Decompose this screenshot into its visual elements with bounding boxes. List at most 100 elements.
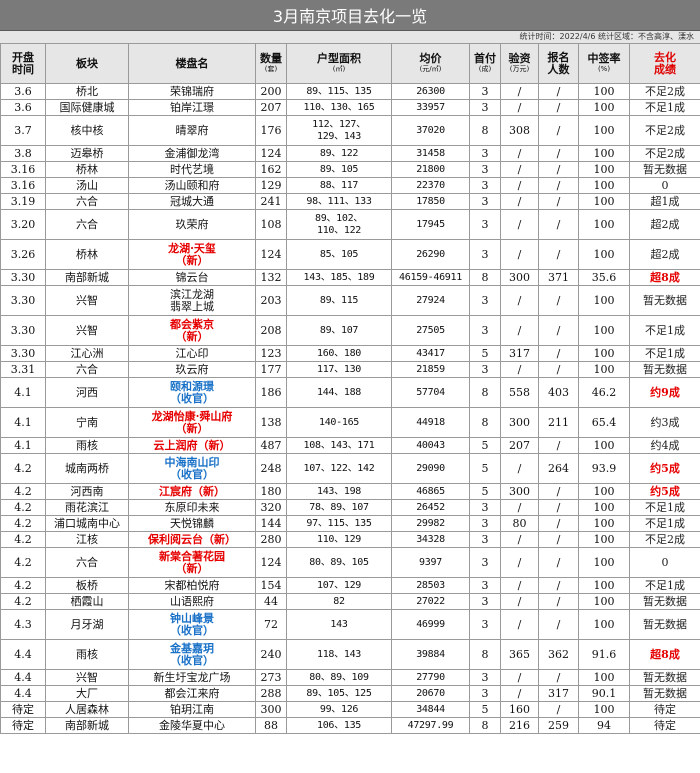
cell-date: 3.16	[0, 177, 46, 194]
cell-applicants: 259	[538, 717, 579, 734]
cell-applicants: /	[538, 285, 579, 316]
cell-down-payment: 8	[469, 407, 501, 438]
cell-date: 4.2	[0, 547, 46, 578]
cell-units: 288	[255, 685, 287, 702]
cell-project-name: 铂岸江璟	[128, 99, 256, 116]
cell-unit-size: 99、126	[286, 701, 392, 718]
cell-sales-result: 待定	[629, 717, 700, 734]
cell-applicants: /	[538, 577, 579, 594]
table-row: 3.19 六合 冠城大通 241 98、111、133 17850 3//100 超1成	[0, 193, 700, 210]
cell-applicants: /	[538, 361, 579, 378]
cell-unit-size: 140-165	[286, 407, 392, 438]
cell-date: 4.4	[0, 685, 46, 702]
cell-down-payment: 5	[469, 483, 501, 500]
cell-win-rate: 100	[578, 499, 630, 516]
cell-project-name: 新生圩宝龙广场	[128, 669, 256, 686]
cell-fund-check: /	[500, 83, 539, 100]
cell-block: 宁南	[45, 407, 129, 438]
cell-unit-size: 80、89、105	[286, 547, 392, 578]
cell-units: 273	[255, 669, 287, 686]
cell-unit-size: 117、130	[286, 361, 392, 378]
cell-project-name: 中海南山印 （收官）	[128, 453, 256, 484]
table-header-row: 开盘 时间 板块 楼盘名 数量 (套) 户型面积 (㎡) 均价 (元/㎡) 首付 (成) 验资 (万元)…	[0, 43, 700, 84]
table-row: 4.1 河西 颐和源璟 （收官） 186 144、188 57704 8 558 403 46.2…	[0, 377, 700, 408]
cell-units: 241	[255, 193, 287, 210]
cell-sales-result: 暂无数据	[629, 285, 700, 316]
header-avg-price: 均价 (元/㎡)	[391, 43, 470, 84]
cell-units: 162	[255, 161, 287, 178]
cell-unit-size: 89、105	[286, 161, 392, 178]
cell-sales-result: 约5成	[629, 483, 700, 500]
table-row: 4.1 宁南 龙湖怡康·舜山府 （新） 138 140-165 44918 8 300 211 6…	[0, 407, 700, 438]
cell-applicants: 371	[538, 269, 579, 286]
table-row: 4.2 浦口城南中心 天悦锦麟 144 97、115、135 29982 3 80/100 不足…	[0, 515, 700, 532]
cell-avg-price: 34328	[391, 531, 470, 548]
table-row: 4.4 兴智 新生圩宝龙广场 273 80、89、109 27790 3//100 暂无数据	[0, 669, 700, 686]
cell-fund-check: /	[500, 193, 539, 210]
cell-avg-price: 40043	[391, 437, 470, 454]
cell-win-rate: 100	[578, 515, 630, 532]
cell-sales-result: 超1成	[629, 193, 700, 210]
cell-unit-size: 160、180	[286, 345, 392, 362]
cell-units: 300	[255, 701, 287, 718]
cell-avg-price: 33957	[391, 99, 470, 116]
cell-win-rate: 100	[578, 161, 630, 178]
cell-applicants: /	[538, 161, 579, 178]
cell-avg-price: 44918	[391, 407, 470, 438]
cell-sales-result: 约4成	[629, 437, 700, 454]
cell-sales-result: 0	[629, 547, 700, 578]
cell-sales-result: 约5成	[629, 453, 700, 484]
cell-block: 桥林	[45, 239, 129, 270]
table-row: 4.2 河西南 江宸府（新） 180 143、198 46865 5 300/100 约5成	[0, 483, 700, 500]
table-row: 3.30 兴智 滨江龙湖 翡翠上城 203 89、115 27924 3//100 暂无数据	[0, 285, 700, 316]
cell-unit-size: 88、117	[286, 177, 392, 194]
cell-down-payment: 8	[469, 115, 501, 146]
cell-project-name: 颐和源璟 （收官）	[128, 377, 256, 408]
table-row: 3.26 桥林 龙湖·天玺 （新） 124 85、105 26290 3//100 超2成	[0, 239, 700, 270]
cell-project-name: 天悦锦麟	[128, 515, 256, 532]
cell-sales-result: 暂无数据	[629, 161, 700, 178]
cell-units: 124	[255, 145, 287, 162]
cell-sales-result: 超2成	[629, 239, 700, 270]
cell-fund-check: /	[500, 685, 539, 702]
cell-project-name: 金陵华夏中心	[128, 717, 256, 734]
table-row: 3.8 迈皋桥 金浦御龙湾 124 89、122 31458 3//100 不足2成	[0, 145, 700, 162]
cell-units: 280	[255, 531, 287, 548]
table-row: 4.2 板桥 宋都柏悦府 154 107、129 28503 3//100 不足1成	[0, 577, 700, 594]
cell-units: 123	[255, 345, 287, 362]
cell-applicants: /	[538, 531, 579, 548]
cell-avg-price: 21859	[391, 361, 470, 378]
cell-project-name: 东原印未来	[128, 499, 256, 516]
cell-unit-size: 110、129	[286, 531, 392, 548]
cell-unit-size: 118、143	[286, 639, 392, 670]
cell-applicants: /	[538, 701, 579, 718]
cell-fund-check: /	[500, 669, 539, 686]
cell-down-payment: 3	[469, 577, 501, 594]
cell-win-rate: 100	[578, 547, 630, 578]
cell-block: 六合	[45, 209, 129, 240]
cell-unit-size: 78、89、107	[286, 499, 392, 516]
table-row: 4.2 栖霞山 山语熙府 44 82 27022 3//100 暂无数据	[0, 593, 700, 610]
cell-date: 3.7	[0, 115, 46, 146]
cell-unit-size: 82	[286, 593, 392, 610]
cell-fund-check: /	[500, 361, 539, 378]
cell-units: 240	[255, 639, 287, 670]
cell-project-name: 冠城大通	[128, 193, 256, 210]
cell-unit-size: 89、122	[286, 145, 392, 162]
table-row: 4.4 雨核 金基嘉玥 （收官） 240 118、143 39884 8 365 362 91.6…	[0, 639, 700, 670]
cell-applicants: /	[538, 483, 579, 500]
cell-block: 核中核	[45, 115, 129, 146]
cell-block: 国际健康城	[45, 99, 129, 116]
cell-unit-size: 108、143、171	[286, 437, 392, 454]
cell-unit-size: 144、188	[286, 377, 392, 408]
cell-avg-price: 20670	[391, 685, 470, 702]
cell-sales-result: 暂无数据	[629, 361, 700, 378]
table-row: 4.3 月牙湖 钟山峰景 （收官） 72 143 46999 3//100 暂无数据	[0, 609, 700, 640]
cell-project-name: 新棠合著花园 （新）	[128, 547, 256, 578]
cell-win-rate: 100	[578, 701, 630, 718]
cell-down-payment: 3	[469, 685, 501, 702]
cell-block: 桥林	[45, 161, 129, 178]
cell-unit-size: 89、107	[286, 315, 392, 346]
cell-fund-check: /	[500, 285, 539, 316]
